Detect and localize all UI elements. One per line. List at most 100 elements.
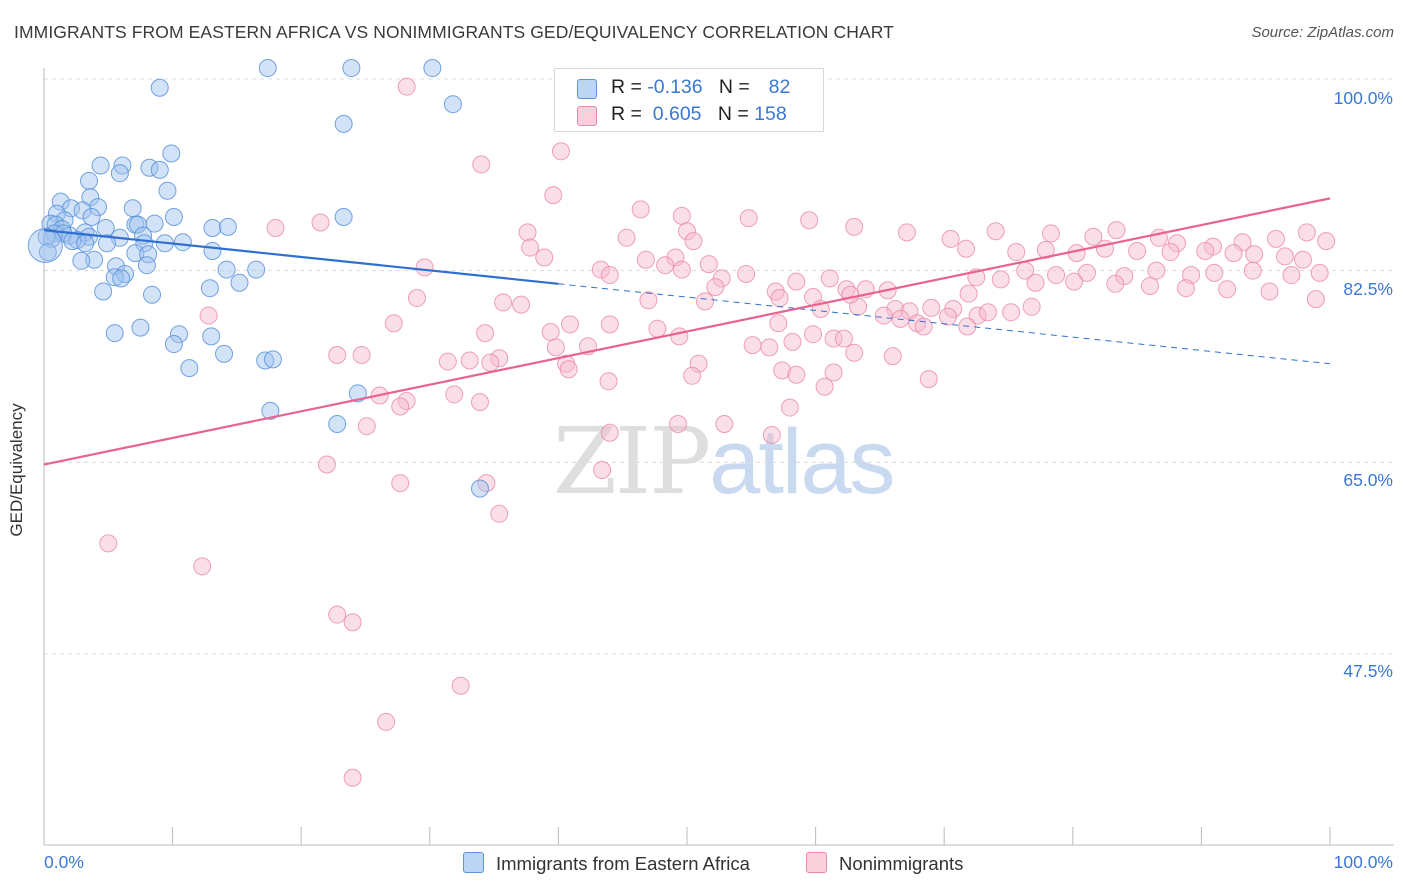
immigrant-point-78 <box>328 415 347 433</box>
immigrant-point-65 <box>94 282 113 301</box>
nonimmigrant-point-79 <box>773 361 792 380</box>
nonimmigrant-point-61 <box>824 329 843 348</box>
nonimmigrant-point-118 <box>1041 224 1060 243</box>
nonimmigrant-point-116 <box>941 229 960 248</box>
watermark: ZIPatlas <box>553 408 896 515</box>
immigrant-point-14 <box>81 188 100 207</box>
nonimmigrant-point-114 <box>845 217 864 236</box>
immigrant-point-69 <box>170 325 189 344</box>
immigrant-point-11 <box>110 164 129 183</box>
nonimmigrant-point-157 <box>1218 280 1237 299</box>
nonimmigrant-point-0 <box>397 77 416 96</box>
immigrant-point-67 <box>131 318 150 337</box>
nonimmigrant-point-92 <box>668 415 687 433</box>
immigrant-point-23 <box>334 208 353 226</box>
nonimmigrant-point-122 <box>1167 234 1186 253</box>
immigrant-point-5 <box>334 114 353 133</box>
nonimmigrant-point-23 <box>820 269 839 288</box>
nonimmigrant-point-144 <box>1147 261 1166 280</box>
y-axis-label: GED/Equivalency <box>7 403 26 537</box>
nonimmigrant-point-54 <box>914 317 933 336</box>
immigrant-point-13 <box>158 181 177 200</box>
immigrant-point-66 <box>143 285 162 304</box>
legend-stats-pink: R = 0.605 N = 158 <box>611 103 787 126</box>
nonimmigrant-point-16 <box>591 260 610 279</box>
nonimmigrant-point-139 <box>1293 250 1312 269</box>
nonimmigrant-point-108 <box>343 768 362 787</box>
n-value-pink: 158 <box>754 103 787 125</box>
bottom-legend-item-immigrants: Immigrants from Eastern Africa <box>463 852 750 875</box>
nonimmigrant-point-97 <box>317 455 336 474</box>
nonimmigrant-point-85 <box>815 377 834 396</box>
immigrant-point-45 <box>76 234 95 253</box>
immigrant-point-58 <box>217 260 236 279</box>
nonimmigrant-point-75 <box>481 353 500 372</box>
nonimmigrant-point-59 <box>670 327 689 346</box>
nonimmigrant-point-160 <box>841 285 860 304</box>
nonimmigrant-point-96 <box>600 423 619 442</box>
nonimmigrant-point-101 <box>490 504 509 523</box>
immigrant-point-71 <box>164 335 183 354</box>
nonimmigrant-point-98 <box>593 461 612 479</box>
nonimmigrant-point-71 <box>352 346 371 364</box>
nonimmigrant-point-29 <box>639 291 658 310</box>
immigrant-trend-line <box>43 229 559 285</box>
nonimmigrant-point-69 <box>883 347 902 366</box>
nonimmigrant-point-117 <box>986 222 1005 241</box>
nonimmigrant-point-138 <box>1275 247 1294 266</box>
immigrant-point-31 <box>218 217 237 236</box>
x-tick-left: 0.0% <box>44 852 84 872</box>
nonimmigrant-point-63 <box>783 332 802 351</box>
x-tick-right: 100.0% <box>1333 852 1393 872</box>
immigrant-point-51 <box>203 241 222 260</box>
y-tick-65: 65.0% <box>1343 470 1393 490</box>
immigrant-point-52 <box>126 244 145 263</box>
nonimmigrant-point-142 <box>1077 263 1096 282</box>
nonimmigrant-point-57 <box>541 323 560 341</box>
nonimmigrant-point-8 <box>678 222 696 241</box>
nonimmigrant-point-81 <box>824 363 843 382</box>
nonimmigrant-point-133 <box>1128 241 1147 260</box>
nonimmigrant-point-159 <box>1306 290 1325 309</box>
nonimmigrant-point-62 <box>834 329 853 348</box>
bottom-legend-label-immigrants: Immigrants from Eastern Africa <box>496 853 750 874</box>
nonimmigrant-point-10 <box>535 248 554 267</box>
nonimmigrant-point-152 <box>1026 273 1045 292</box>
nonimmigrant-point-53 <box>769 314 788 333</box>
nonimmigrant-point-77 <box>559 360 578 379</box>
nonimmigrant-point-93 <box>715 415 734 433</box>
bottom-legend-label-nonimmigrants: Nonimmigrants <box>839 853 964 874</box>
legend-swatch-pink <box>577 106 597 126</box>
r-label-pink: R = <box>611 103 642 125</box>
immigrant-point-32 <box>96 218 115 237</box>
immigrant-point-55 <box>72 251 91 270</box>
nonimmigrant-point-9 <box>521 238 540 257</box>
nonimmigrant-point-126 <box>1297 223 1316 242</box>
immigrant-point-49 <box>173 233 192 252</box>
nonimmigrant-point-111 <box>684 232 703 251</box>
immigrant-point-74 <box>263 350 282 369</box>
nonimmigrant-point-158 <box>1260 282 1279 301</box>
immigrant-point-2 <box>423 59 442 78</box>
nonimmigrant-point-127 <box>1317 232 1336 251</box>
immigrant-point-47 <box>98 234 117 253</box>
nonimmigrant-point-7 <box>518 223 537 242</box>
immigrant-point-1 <box>342 59 361 78</box>
watermark-zip: ZIP <box>553 408 711 515</box>
nonimmigrant-point-33 <box>494 293 513 312</box>
nonimmigrant-point-21 <box>787 272 806 291</box>
nonimmigrant-point-13 <box>699 255 718 274</box>
nonimmigrant-point-102 <box>99 534 118 553</box>
nonimmigrant-point-64 <box>546 338 565 357</box>
legend-swatch-blue <box>577 79 597 99</box>
nonimmigrant-point-18 <box>737 264 756 283</box>
nonimmigrant-point-2 <box>551 142 570 161</box>
nonimmigrant-point-107 <box>377 712 396 731</box>
nonimmigrant-point-109 <box>266 218 285 237</box>
n-label-blue: N = <box>718 76 750 98</box>
nonimmigrant-point-91 <box>780 398 799 417</box>
nonimmigrant-point-113 <box>800 211 819 230</box>
nonimmigrant-point-104 <box>328 605 347 624</box>
nonimmigrant-point-41 <box>922 298 941 317</box>
